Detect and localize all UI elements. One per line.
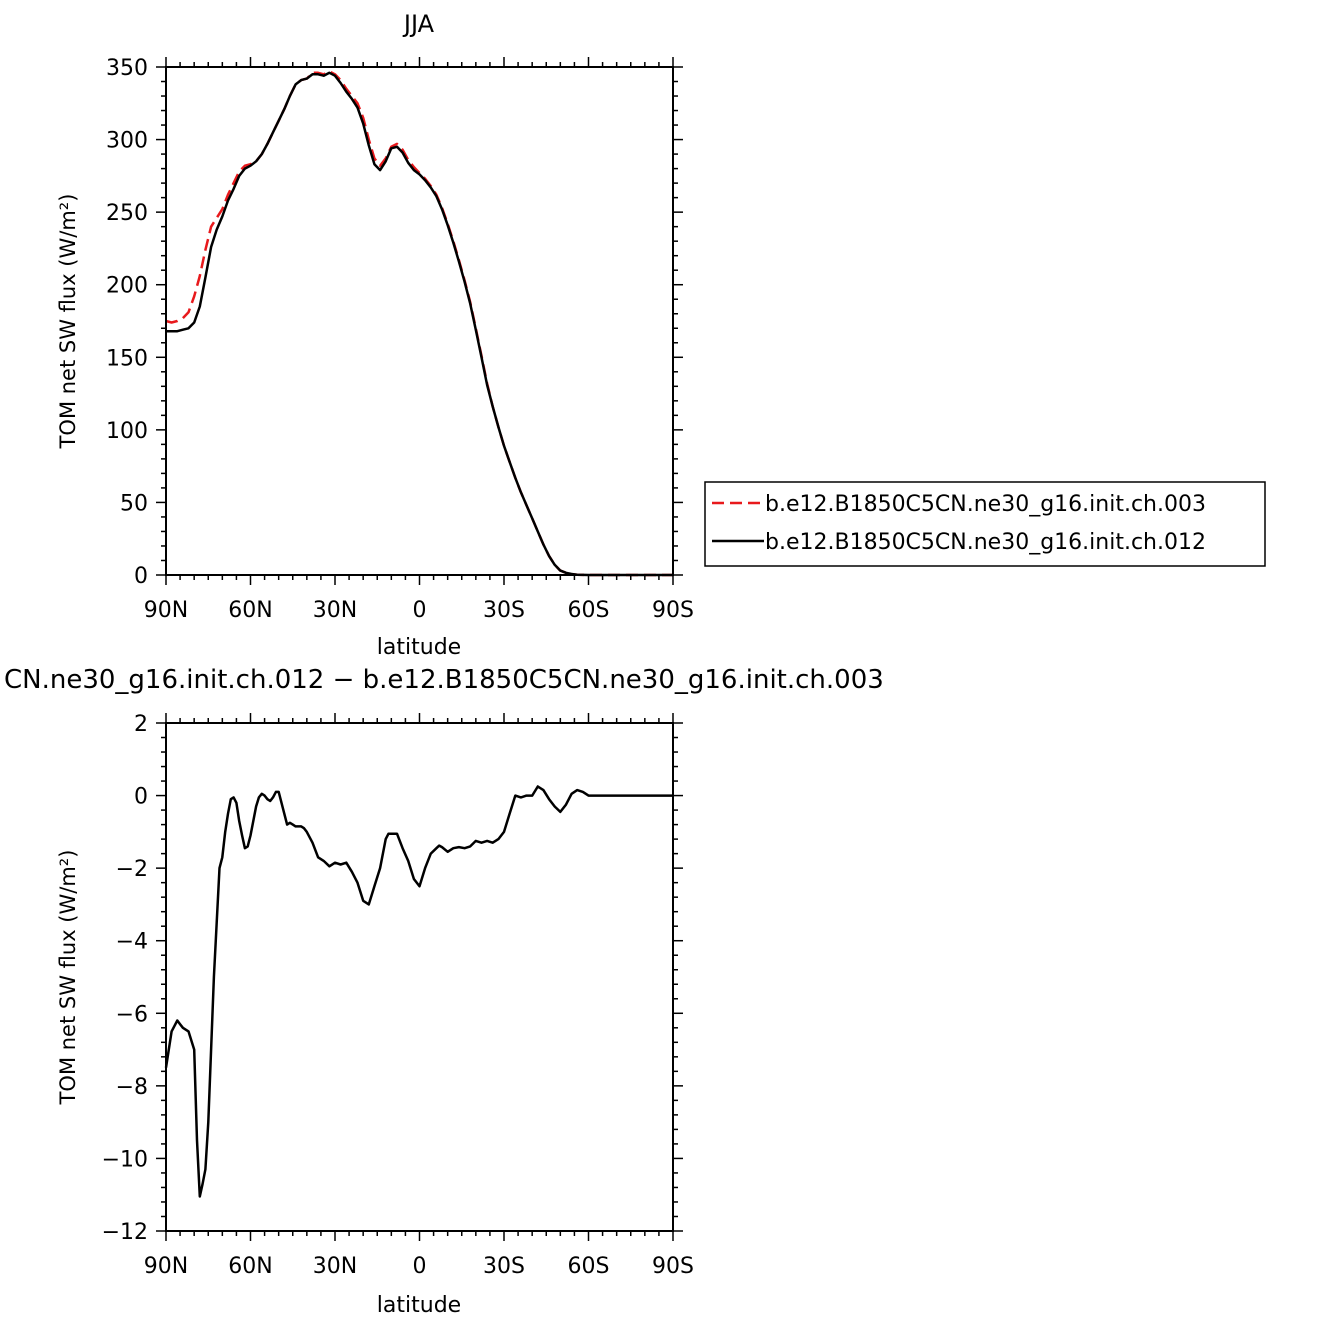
legend-label-series-003: b.e12.B1850C5CN.ne30_g16.init.ch.003 xyxy=(765,492,1206,517)
bottom-y-tick-label: −6 xyxy=(116,1002,148,1027)
bottom-y-tick-label: 0 xyxy=(134,785,148,810)
legend-label-series-012: b.e12.B1850C5CN.ne30_g16.init.ch.012 xyxy=(765,530,1206,555)
bottom-panel: CN.ne30_g16.init.ch.012 − b.e12.B1850C5C… xyxy=(4,665,884,1318)
bottom-chart-title: CN.ne30_g16.init.ch.012 − b.e12.B1850C5C… xyxy=(4,665,884,695)
top-y-tick-label: 300 xyxy=(106,129,148,154)
top-x-axis-label: latitude xyxy=(377,635,461,660)
bottom-y-tick-label: −4 xyxy=(116,930,148,955)
top-x-tick-label: 30N xyxy=(313,598,357,623)
top-x-tick-label: 90N xyxy=(144,598,188,623)
bottom-y-tick-label: −8 xyxy=(116,1075,148,1100)
legend-box xyxy=(704,481,1266,567)
bottom-y-axis-label: TOM net SW flux (W/m²) xyxy=(56,850,80,1106)
bottom-x-axis-label: latitude xyxy=(377,1293,461,1318)
bottom-series-line-0 xyxy=(164,785,673,1198)
bottom-plot-area: 90N 60N 30N 0 30S 60S 90S 2 0 −2 −4 −6 −8 −10 −12 xyxy=(102,712,694,1279)
bottom-x-tick-label: 90N xyxy=(144,1254,188,1279)
bottom-x-tick-label: 30N xyxy=(313,1254,357,1279)
bottom-y-tick-label: −12 xyxy=(102,1220,148,1245)
top-y-tick-label: 50 xyxy=(120,491,148,516)
bottom-y-tick-label: −2 xyxy=(116,857,148,882)
bottom-x-tick-label: 0 xyxy=(413,1254,427,1279)
top-x-tick-label: 60S xyxy=(568,598,610,623)
top-x-tick-label: 60N xyxy=(228,598,272,623)
bottom-x-tick-label: 30S xyxy=(483,1254,525,1279)
bottom-y-tick-label: 2 xyxy=(134,712,148,737)
top-x-tick-label: 30S xyxy=(483,598,525,623)
top-plot-frame xyxy=(165,66,674,576)
top-y-tick-label: 200 xyxy=(106,274,148,299)
top-x-tick-label: 0 xyxy=(413,598,427,623)
top-y-tick-label: 150 xyxy=(106,346,148,371)
top-series-line-0 xyxy=(165,70,673,577)
top-y-tick-label: 0 xyxy=(134,564,148,589)
bottom-y-tick-label: −10 xyxy=(102,1147,148,1172)
bottom-x-tick-label: 60N xyxy=(228,1254,272,1279)
legend: b.e12.B1850C5CN.ne30_g16.init.ch.003 b.e… xyxy=(704,481,1266,567)
top-series-line-1 xyxy=(166,71,673,577)
top-y-tick-label: 250 xyxy=(106,201,148,226)
top-y-axis-label: TOM net SW flux (W/m²) xyxy=(56,194,80,450)
top-panel: JJA 90N 60N 30N 0 30S 60S 90S 0 50 100 150 200 250 30… xyxy=(56,10,1266,660)
top-x-tick-label: 90S xyxy=(652,598,694,623)
bottom-plot-frame xyxy=(165,722,674,1232)
top-y-tick-label: 350 xyxy=(106,56,148,81)
top-y-tick-label: 100 xyxy=(106,419,148,444)
bottom-x-tick-label: 90S xyxy=(652,1254,694,1279)
top-plot-area: 90N 60N 30N 0 30S 60S 90S 0 50 100 150 200 250 300 350 xyxy=(106,56,694,623)
bottom-x-tick-label: 60S xyxy=(568,1254,610,1279)
top-chart-title: JJA xyxy=(402,10,435,38)
